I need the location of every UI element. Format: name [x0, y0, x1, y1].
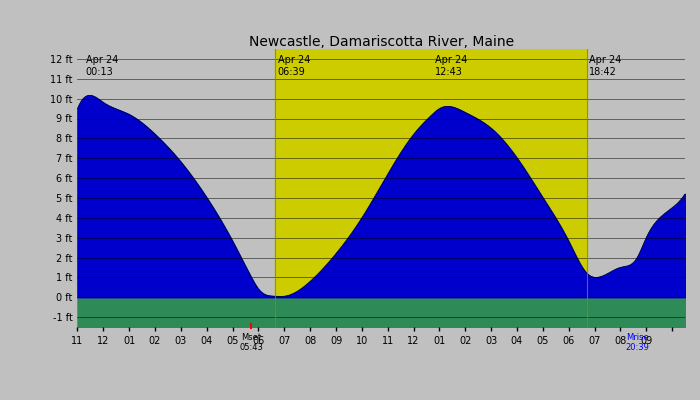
Text: Apr 24
00:13: Apr 24 00:13 — [85, 55, 118, 76]
Text: Apr 24
06:39: Apr 24 06:39 — [278, 55, 310, 76]
Text: Mset
05:43: Mset 05:43 — [239, 333, 263, 352]
Bar — [275, 49, 587, 327]
Title: Newcastle, Damariscotta River, Maine: Newcastle, Damariscotta River, Maine — [248, 35, 514, 49]
Text: Apr 24
12:43: Apr 24 12:43 — [435, 55, 467, 76]
Text: Mrise
20:39: Mrise 20:39 — [625, 333, 649, 352]
Text: Apr 24
18:42: Apr 24 18:42 — [589, 55, 622, 76]
